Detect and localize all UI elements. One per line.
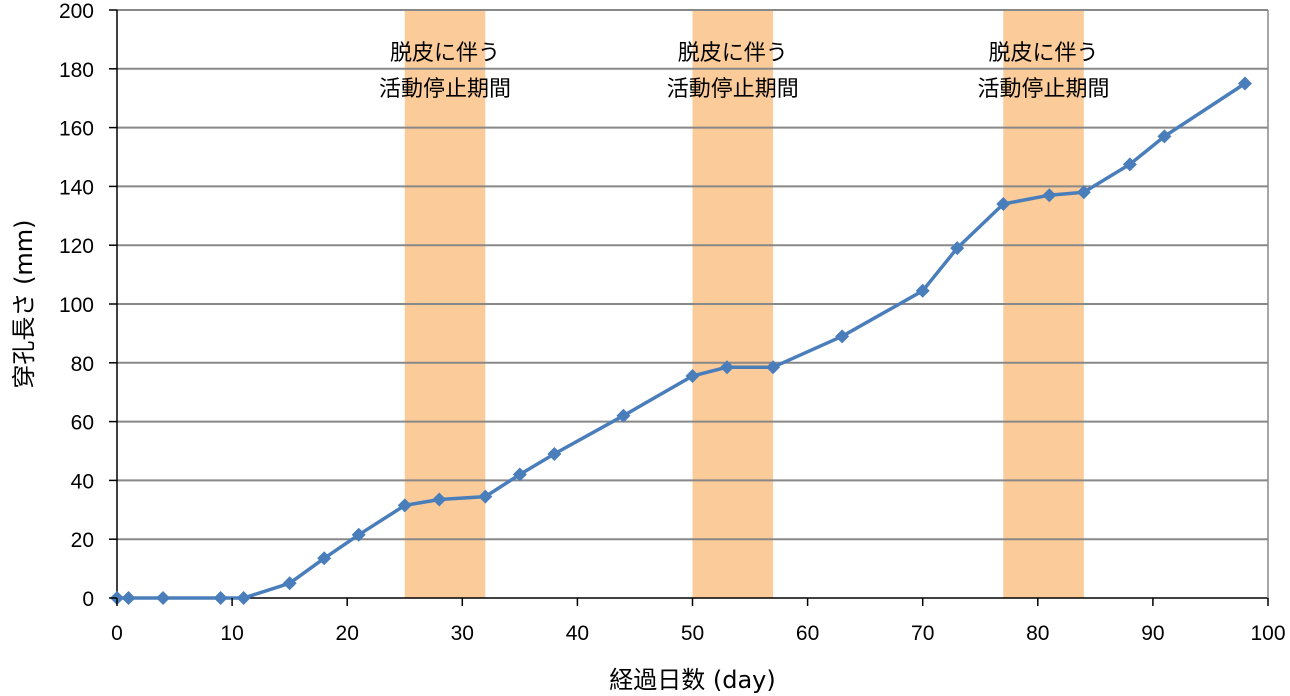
x-tick-label-40: 40: [566, 622, 589, 645]
x-tick-label-10: 10: [220, 622, 243, 645]
x-tick-label-70: 70: [911, 622, 934, 645]
series-1-point-18: [835, 329, 850, 344]
y-tick-label-100: 100: [59, 294, 94, 317]
y-tick-label-160: 160: [59, 118, 94, 141]
y-tick-label-200: 200: [59, 0, 94, 23]
band-3-label-line1: 脱皮に伴う: [989, 41, 1099, 66]
series-1-point-2: [121, 591, 136, 605]
y-tick-label-40: 40: [71, 470, 94, 493]
series-1-point-19: [915, 283, 930, 298]
series-1-point-21: [996, 197, 1011, 212]
series-1-point-3: [156, 591, 171, 605]
x-tick-label-60: 60: [796, 622, 819, 645]
series-1-point-8: [351, 527, 366, 542]
y-tick-label-20: 20: [71, 529, 94, 552]
y-tick-label-140: 140: [59, 176, 94, 199]
y-tick-label-0: 0: [82, 588, 94, 611]
series-1-point-7: [317, 551, 332, 566]
band-1-label-line2: 活動停止期間: [379, 77, 511, 102]
series-1-point-9: [397, 498, 412, 513]
series-1-point-15: [685, 369, 700, 384]
series-1-point-17: [766, 360, 781, 375]
x-tick-label-90: 90: [1141, 622, 1164, 645]
x-tick-label-20: 20: [336, 622, 359, 645]
y-axis-label: 穿孔長さ (mm): [10, 219, 38, 388]
x-tick-label-50: 50: [681, 622, 704, 645]
band-2-label-line2: 活動停止期間: [667, 77, 799, 102]
ticks-layer: 0 10 20 30 40 50 60 70 80 90 100 0 20 40 60 80 100 120 140…: [59, 0, 1286, 645]
x-tick-label-80: 80: [1026, 622, 1049, 645]
y-tick-label-60: 60: [71, 412, 94, 435]
x-tick-label-30: 30: [451, 622, 474, 645]
series-1-point-10: [432, 492, 447, 507]
series-1-point-5: [236, 591, 251, 605]
series-1-point-11: [478, 489, 493, 504]
series-1-line: [117, 82, 1246, 600]
band-2-label-line1: 脱皮に伴う: [678, 41, 788, 66]
x-tick-label-0: 0: [111, 622, 123, 645]
series-1-point-22: [1042, 188, 1057, 203]
y-tick-label-180: 180: [59, 59, 94, 82]
series-1-point-24: [1122, 157, 1137, 172]
series-1-point-12: [512, 467, 527, 482]
series-1-point-16: [720, 360, 735, 375]
series-layer: [110, 76, 1252, 605]
series-1-point-25: [1157, 129, 1172, 144]
band-3-label-line2: 活動停止期間: [978, 77, 1110, 102]
y-tick-label-120: 120: [59, 235, 94, 258]
series-1-point-4: [213, 591, 228, 605]
band-1-label-line1: 脱皮に伴う: [390, 41, 500, 66]
series-1-point-6: [282, 576, 297, 591]
series-1-point-23: [1076, 185, 1091, 200]
x-tick-label-100: 100: [1250, 622, 1285, 645]
series-1-point-13: [547, 446, 562, 461]
x-axis-label: 経過日数 (day): [609, 666, 776, 694]
series-1-point-26: [1237, 76, 1252, 91]
y-tick-label-80: 80: [71, 353, 94, 376]
grid-layer: [117, 9, 1268, 541]
series-1-point-14: [616, 408, 631, 423]
series-1-point-20: [950, 241, 965, 256]
